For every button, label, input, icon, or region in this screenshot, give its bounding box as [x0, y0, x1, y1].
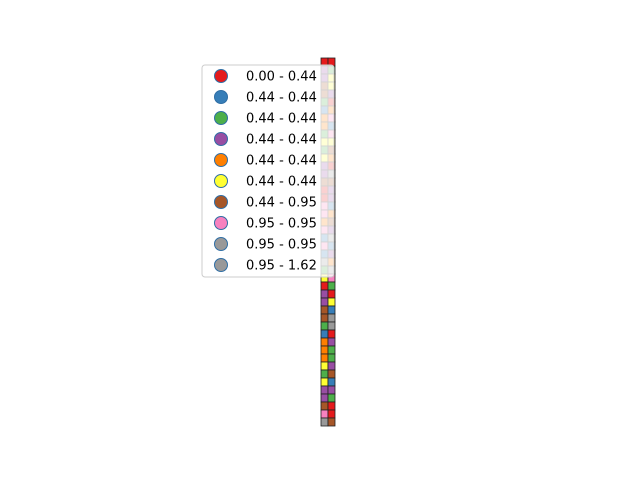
map-cell: [320, 337, 329, 347]
map-cell: [327, 393, 336, 403]
map-cell: [327, 377, 336, 387]
map-cell: [320, 313, 329, 323]
legend-label: 0.00 - 0.44: [246, 70, 317, 85]
map-cell: [327, 297, 336, 307]
map-cell: [320, 321, 329, 331]
legend-entry: 0.95 - 0.95: [214, 216, 317, 232]
map-cell: [327, 305, 336, 315]
map-cell: [327, 345, 336, 355]
map-cell: [327, 353, 336, 363]
legend-label: 0.44 - 0.44: [246, 112, 317, 127]
legend-entry: 0.00 - 0.44: [214, 69, 317, 85]
map-cell: [320, 409, 329, 419]
map-cell: [320, 385, 329, 395]
legend-frame: [201, 64, 335, 278]
legend-label: 0.44 - 0.44: [246, 175, 317, 190]
map-cell: [327, 321, 336, 331]
legend-label: 0.44 - 0.44: [246, 154, 317, 169]
map-cell: [320, 281, 329, 291]
legend-entry: 0.95 - 1.62: [214, 258, 317, 274]
legend-entry: 0.44 - 0.44: [214, 153, 317, 169]
map-cell: [327, 329, 336, 339]
map-cell: [327, 337, 336, 347]
map-cell: [327, 289, 336, 299]
legend-label: 0.44 - 0.44: [246, 133, 317, 148]
map-cell: [320, 417, 329, 427]
legend-entry: 0.44 - 0.44: [214, 132, 317, 148]
legend-marker: [214, 216, 228, 230]
map-cell: [320, 345, 329, 355]
legend-marker: [214, 195, 228, 209]
legend-marker: [214, 69, 228, 83]
legend-label: 0.95 - 0.95: [246, 217, 317, 232]
legend-label: 0.95 - 0.95: [246, 238, 317, 253]
map-cell: [320, 361, 329, 371]
legend-marker: [214, 90, 228, 104]
map-cell: [327, 313, 336, 323]
map-cell: [320, 377, 329, 387]
map-cell: [327, 385, 336, 395]
map-cell: [320, 353, 329, 363]
legend-items: 0.00 - 0.44 0.44 - 0.44 0.44 - 0.44 0.44 - …: [214, 69, 317, 274]
legend-marker: [214, 153, 228, 167]
map-cell: [320, 305, 329, 315]
legend-entry: 0.44 - 0.44: [214, 111, 317, 127]
legend-marker: [214, 132, 228, 146]
map-cell: [320, 289, 329, 299]
map-cell: [320, 297, 329, 307]
legend-marker: [214, 258, 228, 272]
legend-label: 0.95 - 1.62: [246, 259, 317, 274]
map-cell: [320, 401, 329, 411]
map-cell: [320, 329, 329, 339]
legend-marker: [214, 237, 228, 251]
legend-entry: 0.44 - 0.44: [214, 174, 317, 190]
map-cell: [327, 361, 336, 371]
map-cell: [327, 409, 336, 419]
map-cell: [327, 401, 336, 411]
legend-entry: 0.95 - 0.95: [214, 237, 317, 253]
legend: 0.00 - 0.44 0.44 - 0.44 0.44 - 0.44 0.44 - …: [201, 64, 335, 278]
legend-marker: [214, 111, 228, 125]
map-cell: [320, 393, 329, 403]
map-cell: [327, 417, 336, 427]
legend-label: 0.44 - 0.95: [246, 196, 317, 211]
legend-marker: [214, 174, 228, 188]
map-cell: [320, 369, 329, 379]
map-cell: [327, 281, 336, 291]
map-cell: [327, 369, 336, 379]
legend-entry: 0.44 - 0.95: [214, 195, 317, 211]
legend-entry: 0.44 - 0.44: [214, 90, 317, 106]
legend-label: 0.44 - 0.44: [246, 91, 317, 106]
